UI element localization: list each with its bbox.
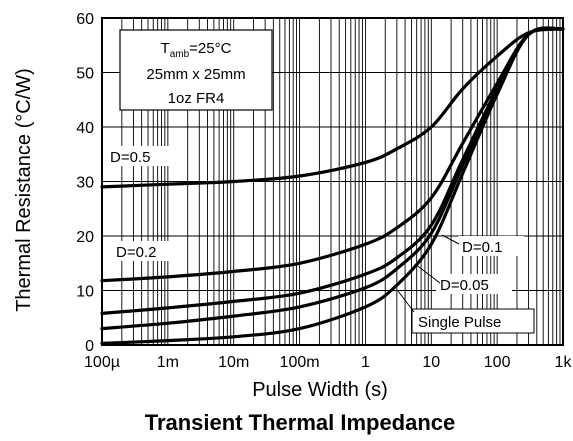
y-tick-label: 10 bbox=[76, 284, 94, 301]
label-bg-d005 bbox=[436, 274, 512, 294]
leader-d01 bbox=[441, 234, 460, 245]
chart-title: Transient Thermal Impedance bbox=[145, 410, 456, 435]
series-label-d01: D=0.1 bbox=[462, 239, 502, 256]
y-tick-label: 60 bbox=[76, 11, 94, 28]
series-line-0 bbox=[100, 27, 565, 189]
y-tick-label: 50 bbox=[76, 66, 94, 83]
series-label-single-pulse: Single Pulse bbox=[418, 314, 501, 331]
x-tick-label: 1 bbox=[361, 354, 370, 371]
condition-temperature: Tamb=25°C bbox=[161, 40, 232, 60]
series-line-4 bbox=[100, 26, 565, 345]
label-bg-single bbox=[411, 308, 535, 334]
temperature-value: =25°C bbox=[189, 40, 231, 57]
condition-copper: 1oz FR4 bbox=[168, 90, 225, 107]
condition-board-size: 25mm x 25mm bbox=[146, 66, 245, 83]
conditions-box bbox=[119, 29, 273, 111]
y-axis-label: Thermal Resistance (°C/W) bbox=[13, 68, 35, 312]
y-tick-label: 20 bbox=[76, 229, 94, 246]
x-tick-label: 1m bbox=[157, 354, 179, 371]
label-bg-d05 bbox=[106, 146, 172, 166]
x-tick-label: 100m bbox=[280, 354, 320, 371]
x-axis-label: Pulse Width (s) bbox=[252, 379, 388, 401]
leader-single-pulse bbox=[397, 290, 415, 313]
series-line-1 bbox=[100, 26, 565, 283]
y-tick-label: 30 bbox=[76, 175, 94, 192]
label-bg-d02 bbox=[112, 241, 178, 261]
x-tick-label: 10 bbox=[422, 354, 440, 371]
x-tick-label: 1k bbox=[555, 354, 573, 371]
y-tick-labels: 0 10 20 30 40 50 60 bbox=[76, 11, 94, 355]
x-tick-label: 100µ bbox=[84, 354, 120, 371]
leader-d005 bbox=[414, 263, 441, 284]
series-label-d05: D=0.5 bbox=[110, 149, 150, 166]
label-bg-d01 bbox=[458, 236, 524, 256]
series-group bbox=[100, 26, 565, 345]
x-tick-label: 10m bbox=[218, 354, 249, 371]
y-tick-label: 40 bbox=[76, 120, 94, 137]
y-tick-label: 0 bbox=[85, 338, 94, 355]
x-tick-label: 100 bbox=[484, 354, 511, 371]
series-label-d02: D=0.2 bbox=[116, 244, 156, 261]
series-label-d005: D=0.05 bbox=[440, 277, 489, 294]
temperature-symbol: T bbox=[161, 40, 170, 57]
plot-frame bbox=[101, 17, 564, 346]
x-tick-labels: 100µ 1m 10m 100m 1 10 100 1k bbox=[84, 354, 572, 371]
temperature-subscript: amb bbox=[170, 49, 190, 60]
